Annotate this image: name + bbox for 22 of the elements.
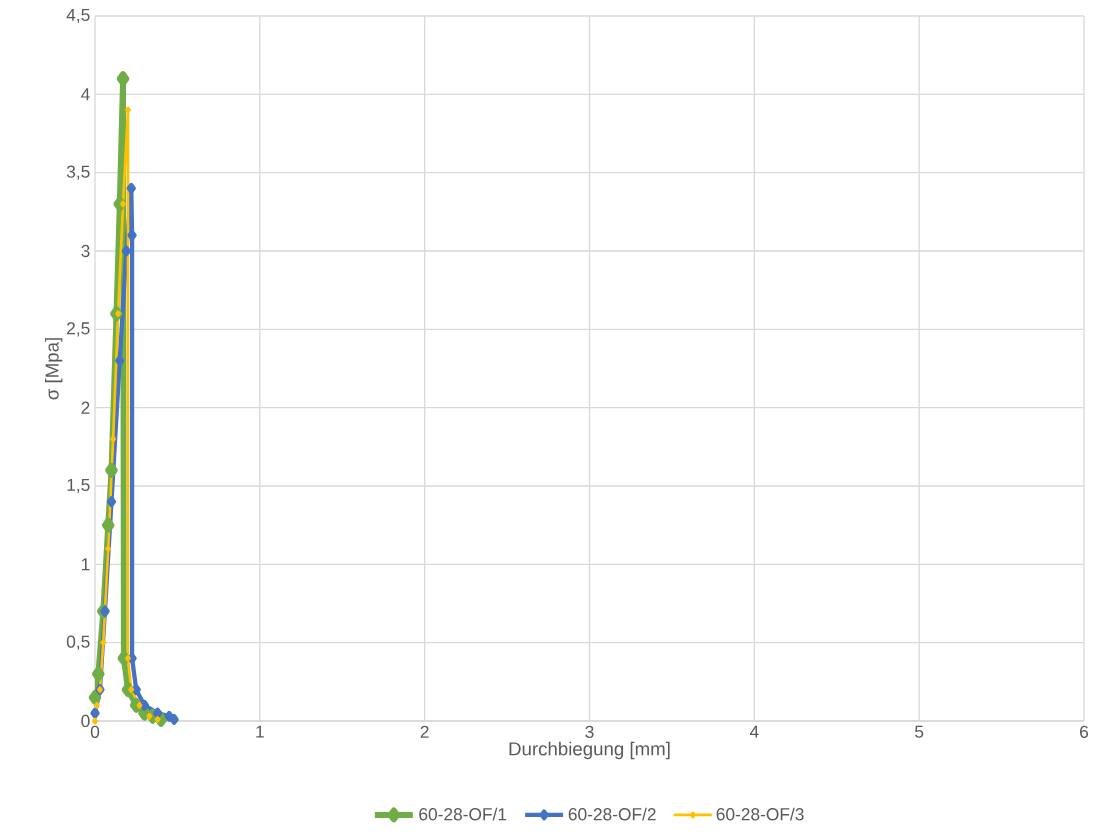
x-tick-label: 0 — [90, 725, 100, 738]
legend-label: 60-28-OF/3 — [716, 807, 804, 821]
x-tick-label: 3 — [585, 725, 594, 738]
y-tick-label: 4,5 — [66, 8, 90, 24]
y-axis-title: σ [Mpa] — [44, 338, 63, 400]
y-tick-label: 3,5 — [66, 165, 90, 180]
x-tick-label: 6 — [1080, 725, 1089, 738]
legend-label: 60-28-OF/1 — [419, 807, 507, 821]
y-tick-label: 0,5 — [66, 635, 90, 650]
x-tick-label: 2 — [420, 725, 429, 738]
y-tick-label: 4 — [81, 88, 90, 101]
x-tick-label: 1 — [256, 725, 264, 738]
y-tick-label: 2 — [81, 401, 90, 414]
y-tick-label: 0 — [81, 714, 90, 728]
y-tick-label: 1,5 — [67, 478, 90, 494]
y-tick-label: 1 — [81, 558, 90, 571]
x-axis-title: Durchbiegung [mm] — [509, 741, 670, 760]
x-tick-label: 4 — [749, 725, 759, 738]
x-tick-label: 5 — [915, 725, 924, 738]
y-tick-label: 3 — [81, 244, 90, 258]
y-tick-label: 2,5 — [67, 322, 90, 337]
legend-label: 60-28-OF/2 — [568, 807, 656, 821]
